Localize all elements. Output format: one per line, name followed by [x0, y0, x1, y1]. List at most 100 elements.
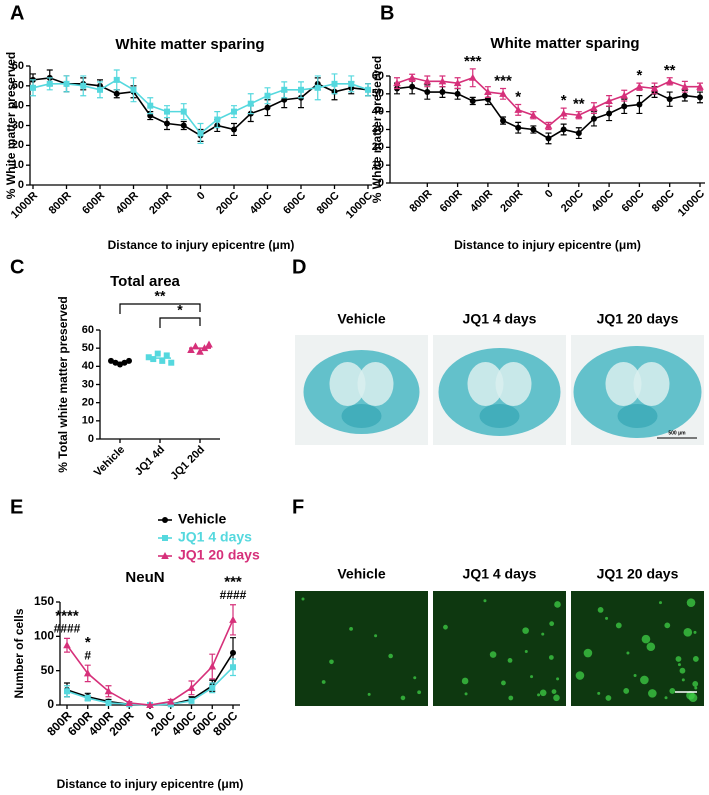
marker: [453, 79, 462, 87]
x-tick-label: 200R: [147, 190, 174, 217]
marker: [423, 77, 432, 85]
y-axis-label: % Total white matter preserved: [56, 296, 70, 473]
significance: ####: [54, 622, 81, 636]
cell: [443, 624, 448, 630]
significance: *: [515, 89, 521, 106]
y-tick-label: 60: [12, 60, 24, 72]
marker: [146, 701, 154, 708]
marker: [231, 126, 237, 133]
marker: [229, 615, 237, 623]
significance: **: [573, 96, 585, 113]
dorsal-column: [617, 404, 658, 428]
image-label: JQ1 4 days: [463, 311, 537, 327]
cell: [461, 677, 469, 685]
y-tick-label: 10: [82, 415, 94, 427]
x-tick-label: 200C: [214, 190, 241, 217]
marker: [145, 354, 152, 361]
y-tick-label: 20: [82, 397, 94, 409]
x-tick-label: 200R: [498, 188, 525, 215]
marker: [620, 91, 629, 99]
panel-letter: E: [10, 496, 23, 518]
x-tick-label: JQ1 20d: [168, 444, 207, 483]
cell: [501, 680, 506, 686]
cell: [413, 676, 417, 680]
cell: [633, 674, 637, 678]
marker: [636, 101, 643, 108]
marker: [105, 699, 112, 706]
cell: [658, 601, 662, 605]
cell: [669, 688, 676, 694]
marker: [230, 664, 236, 671]
cell: [321, 680, 326, 684]
y-tick-label: 60: [372, 70, 384, 82]
y-tick-label: 10: [12, 159, 24, 171]
y-tick-label: 60: [82, 324, 94, 336]
marker: [438, 77, 447, 85]
significance-bracket: [119, 303, 201, 314]
marker: [126, 357, 132, 364]
image-label: JQ1 20 days: [597, 566, 679, 582]
x-tick-label: JQ1 4d: [133, 444, 167, 478]
marker: [231, 108, 237, 115]
marker: [635, 82, 644, 90]
cell: [597, 607, 604, 613]
cell: [548, 655, 554, 660]
cell: [556, 677, 560, 681]
marker: [188, 697, 195, 704]
marker: [408, 73, 416, 81]
marker: [348, 80, 355, 87]
marker: [468, 73, 477, 81]
marker: [150, 356, 157, 363]
marker: [606, 110, 613, 117]
marker: [187, 345, 195, 353]
cell: [664, 622, 671, 629]
chart-title: White matter sparing: [490, 35, 639, 52]
scale-bar-label: 500 μm: [668, 430, 686, 436]
dorsal-column: [341, 404, 382, 428]
cell: [688, 693, 698, 703]
y-tick-label: 30: [12, 119, 24, 131]
marker: [605, 96, 613, 104]
cell: [681, 678, 685, 682]
significance: ***: [224, 574, 242, 591]
chart-title: NeuN: [125, 569, 164, 586]
marker: [621, 103, 628, 110]
y-tick-label: 0: [47, 697, 54, 711]
image-label: JQ1 20 days: [597, 311, 679, 327]
x-tick-label: 800C: [315, 190, 342, 217]
cell: [686, 598, 696, 607]
marker: [298, 86, 304, 93]
marker: [117, 361, 123, 368]
significance-bracket: [159, 317, 201, 328]
marker: [191, 342, 200, 350]
marker: [575, 130, 582, 137]
cell: [692, 656, 699, 662]
legend-label: Vehicle: [178, 511, 226, 527]
marker: [590, 104, 598, 112]
marker: [46, 80, 53, 87]
marker: [63, 641, 71, 649]
marker: [214, 116, 221, 123]
x-axis-label: Distance to injury epicentre (μm): [454, 238, 641, 252]
cell: [679, 667, 686, 674]
cell: [539, 689, 547, 697]
x-tick-label: 400C: [248, 190, 275, 217]
panel-letter: F: [292, 496, 304, 518]
cell: [693, 630, 697, 634]
y-tick-label: 30: [82, 378, 94, 390]
image: [433, 591, 566, 706]
series-line: [66, 666, 234, 706]
cell: [400, 695, 406, 701]
grey-matter: [605, 362, 642, 406]
y-tick-label: 50: [41, 663, 55, 677]
cell: [483, 599, 487, 603]
cell: [522, 627, 529, 634]
cell: [692, 681, 699, 687]
cell: [683, 628, 693, 637]
marker: [147, 102, 154, 109]
panel-letter: A: [10, 2, 24, 24]
significance: **: [155, 288, 166, 304]
cell: [694, 686, 698, 690]
significance: *: [177, 302, 183, 318]
grey-matter: [633, 362, 670, 406]
